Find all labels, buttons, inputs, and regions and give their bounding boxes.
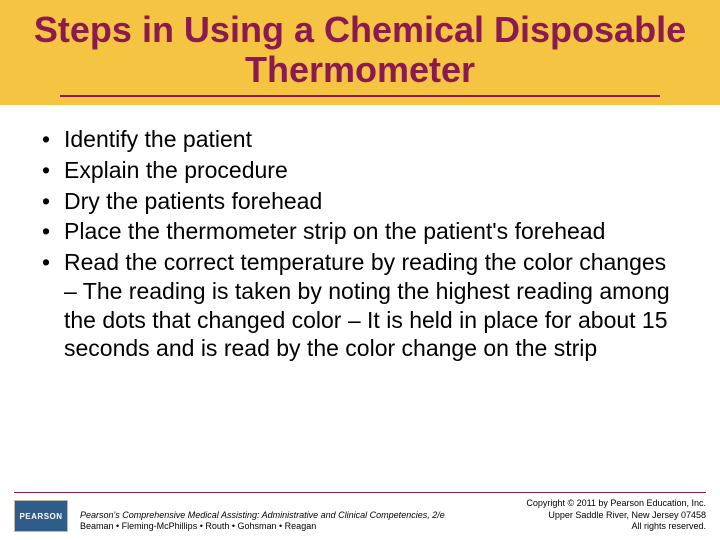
list-item: Identify the patient bbox=[36, 125, 684, 154]
pearson-logo: PEARSON bbox=[14, 500, 68, 532]
list-item: Dry the patients forehead bbox=[36, 187, 684, 216]
list-item: Place the thermometer strip on the patie… bbox=[36, 217, 684, 246]
footer-authors: Beaman • Fleming-McPhillips • Routh • Go… bbox=[80, 521, 514, 532]
footer-rule bbox=[14, 492, 706, 493]
bullet-list: Identify the patient Explain the procedu… bbox=[36, 125, 684, 363]
list-item: Explain the procedure bbox=[36, 156, 684, 185]
content-area: Identify the patient Explain the procedu… bbox=[0, 105, 720, 375]
footer-copyright: Copyright © 2011 by Pearson Education, I… bbox=[526, 498, 706, 532]
title-header-band: Steps in Using a Chemical Disposable The… bbox=[0, 0, 720, 105]
copyright-line: Copyright © 2011 by Pearson Education, I… bbox=[526, 498, 706, 509]
copyright-line: All rights reserved. bbox=[526, 521, 706, 532]
list-item: Read the correct temperature by reading … bbox=[36, 248, 684, 363]
copyright-line: Upper Saddle River, New Jersey 07458 bbox=[526, 510, 706, 521]
slide-title: Steps in Using a Chemical Disposable The… bbox=[20, 10, 700, 89]
footer-book-title: Pearson's Comprehensive Medical Assistin… bbox=[80, 510, 514, 521]
footer-book-info: Pearson's Comprehensive Medical Assistin… bbox=[80, 510, 514, 533]
title-underline bbox=[60, 95, 660, 97]
footer: PEARSON Pearson's Comprehensive Medical … bbox=[0, 492, 720, 540]
